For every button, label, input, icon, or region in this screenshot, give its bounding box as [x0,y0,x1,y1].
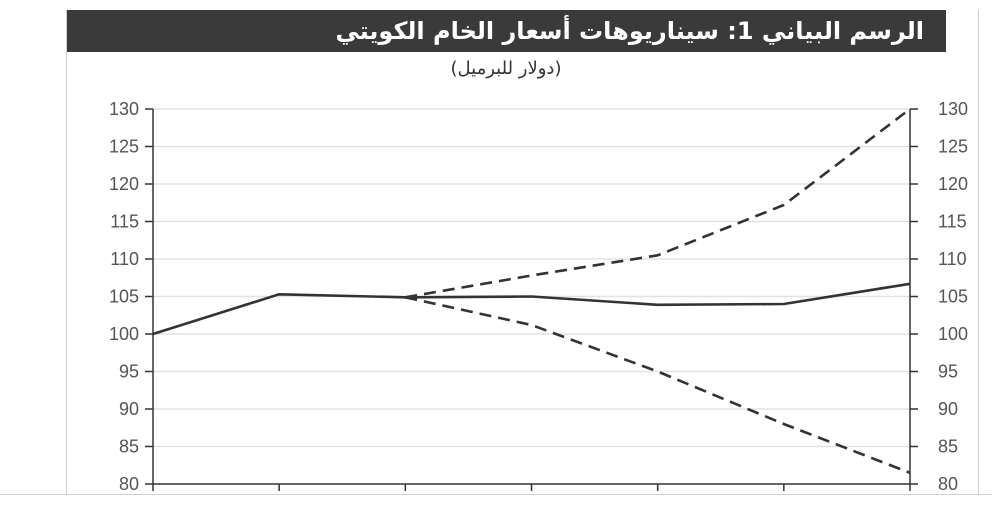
y-tick-label-left: 100 [109,324,139,344]
series [152,107,911,475]
series-line-1 [152,282,911,336]
y-tick-label-right: 110 [938,249,967,269]
y-tick-label-left: 95 [119,362,139,382]
chart-title: الرسم البياني 1: سيناريوهات أسعار الخام … [66,10,946,52]
y-tick-label-left: 125 [109,137,139,157]
y-tick-label-right: 100 [938,324,968,344]
y-tick-label-left: 110 [110,249,139,269]
frame-right-border [978,10,979,495]
y-tick-label-left: 115 [110,212,139,232]
y-tick-label-right: 125 [938,137,968,157]
y-tick-label-right: 95 [938,362,958,382]
y-tick-label-right: 115 [938,212,967,232]
y-tick-label-right: 90 [938,399,958,419]
chart-subtitle: (دولار للبرميل) [450,58,562,79]
y-tick-label-right: 120 [938,174,968,194]
tick-labels: 80 80 85 85 90 90 95 95 100 100 105 105 110 110 115 115… [109,99,968,494]
y-tick-label-right: 105 [938,287,968,307]
axes [145,108,918,491]
y-tick-label-left: 90 [119,399,139,419]
series-line-2 [405,107,911,299]
gridlines [153,108,910,448]
y-tick-label-right: 80 [938,474,958,494]
y-tick-label-left: 80 [119,474,139,494]
y-tick-label-right: 130 [938,99,968,119]
y-tick-label-right: 85 [938,437,958,457]
frame-left-border [66,10,67,495]
y-tick-label-left: 105 [109,287,139,307]
frame-bottom-border [0,494,992,495]
y-tick-label-left: 85 [119,437,139,457]
y-tick-label-left: 130 [109,99,139,119]
y-tick-label-left: 120 [109,174,139,194]
series-line-3 [405,296,911,475]
